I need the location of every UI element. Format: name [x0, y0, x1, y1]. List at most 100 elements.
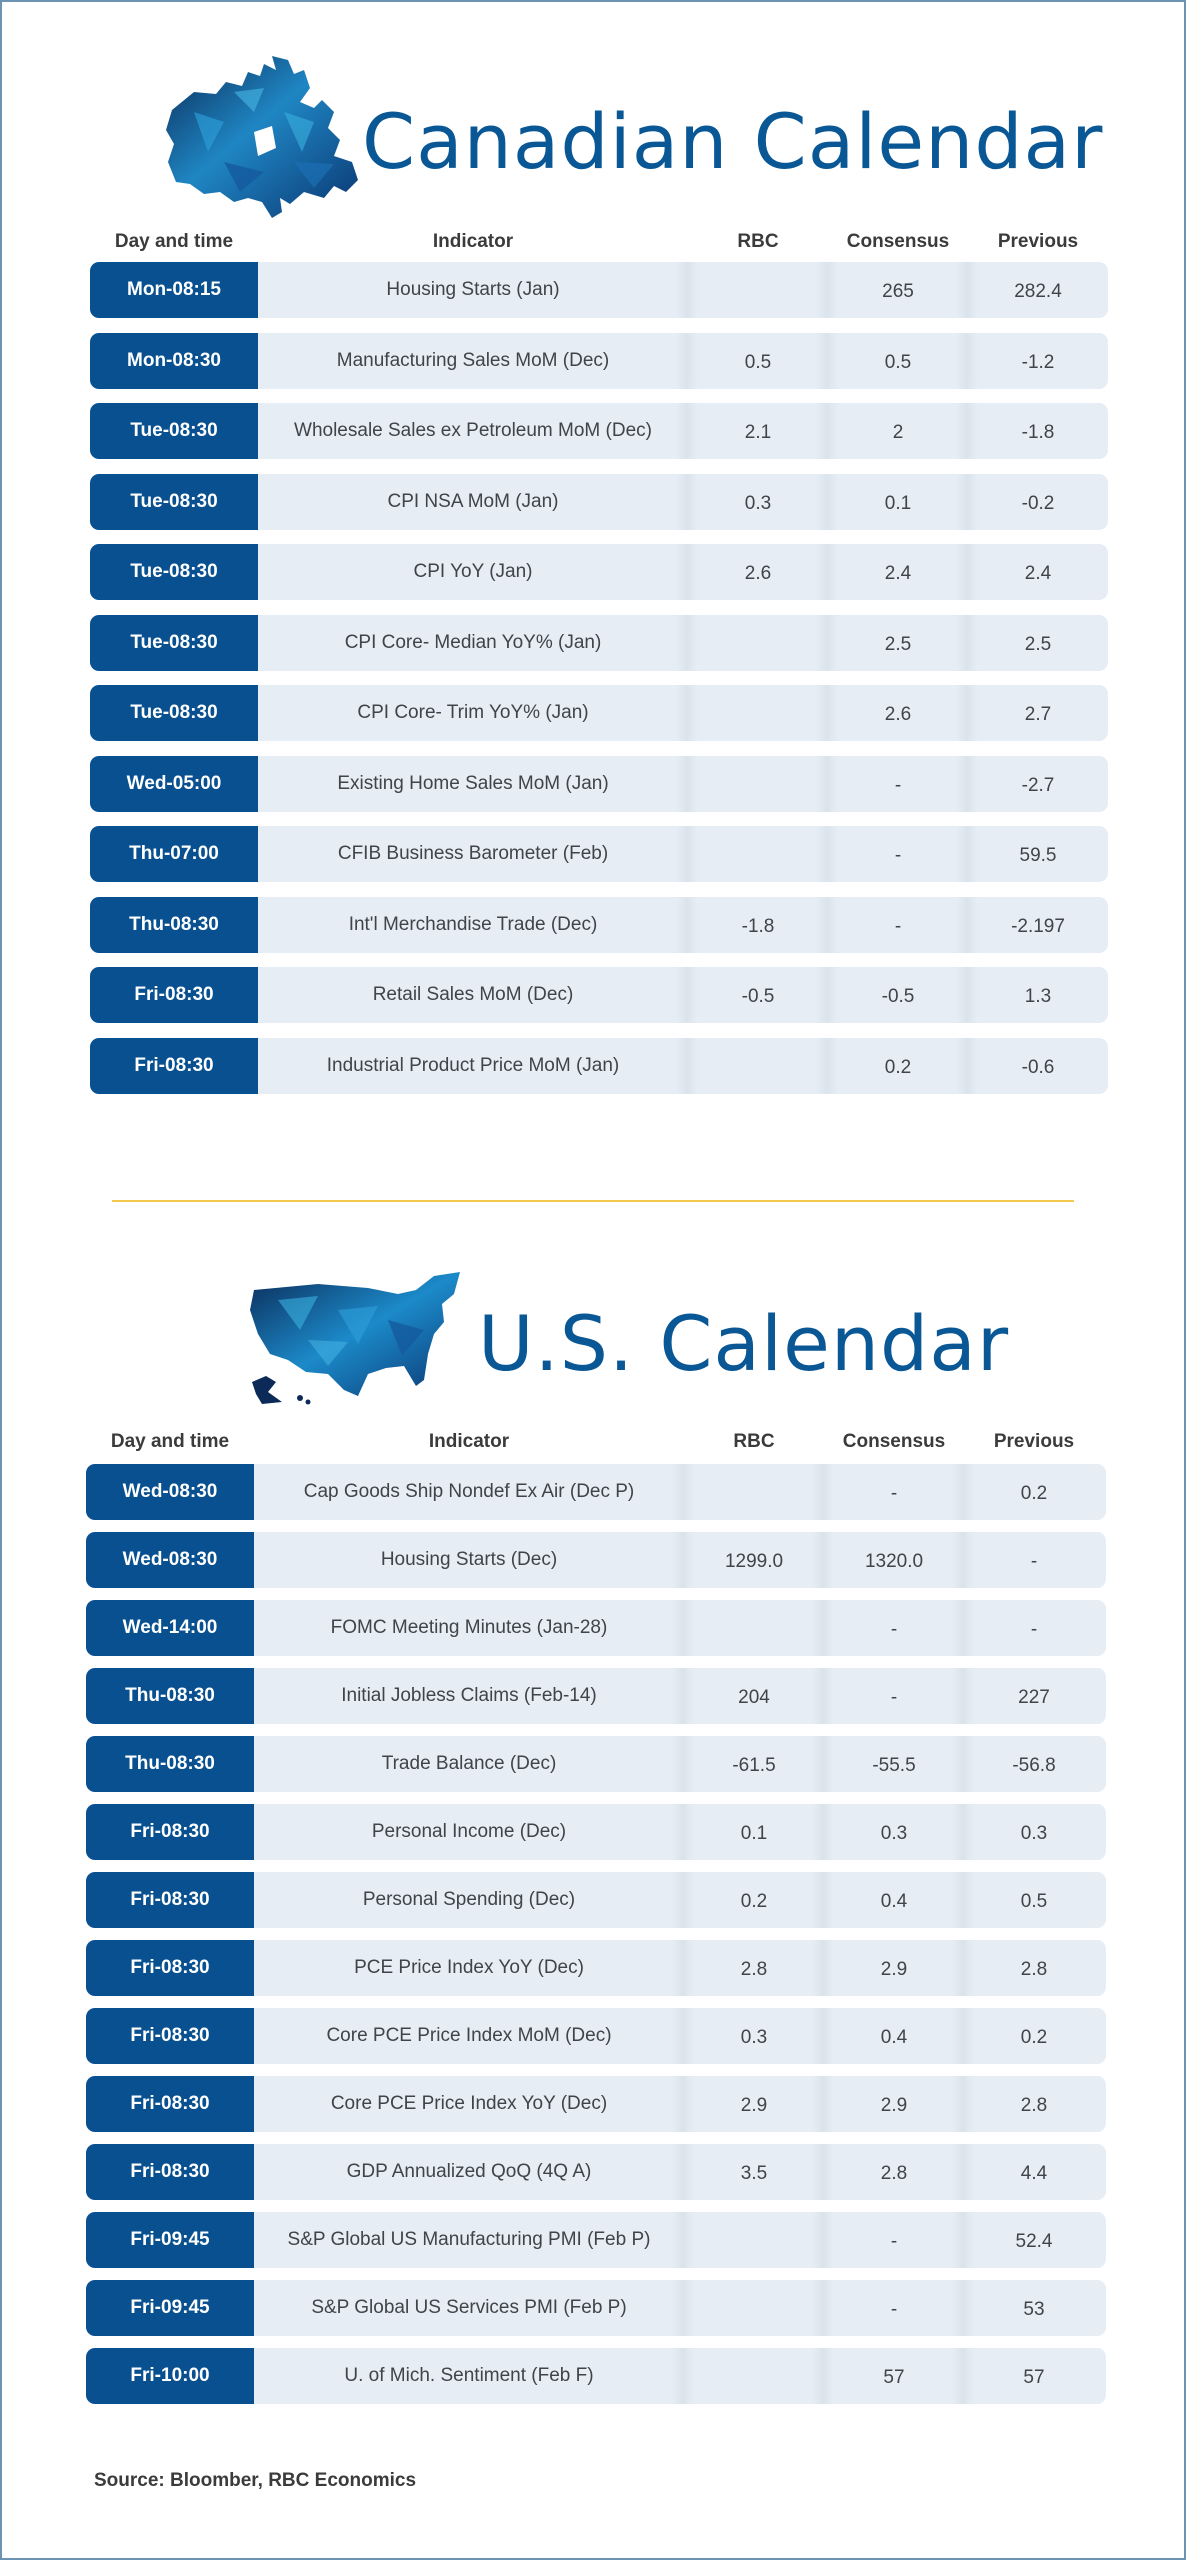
rbc-cell: [688, 826, 828, 882]
column-shade: [952, 2144, 974, 2200]
day-time-cell: Thu-07:00: [90, 826, 258, 882]
column-shade: [956, 826, 978, 882]
table-row: Thu-08:30 Int'l Merchandise Trade (Dec) -1…: [90, 896, 1108, 953]
rbc-cell: 0.3: [744, 492, 772, 514]
column-shade: [812, 1872, 834, 1928]
column-shade: [956, 403, 978, 459]
canada-title: Canadian Calendar: [362, 96, 1104, 186]
column-shade: [956, 332, 978, 389]
previous-cell: 57: [1023, 2367, 1045, 2388]
column-shade: [952, 1736, 974, 1792]
previous-cell: 2.8: [1020, 1959, 1048, 1980]
table-row: Mon-08:15 Housing Starts (Jan) 265 282.4: [90, 262, 1108, 318]
consensus-cell: -: [890, 1687, 898, 1708]
rbc-cell: [688, 1038, 828, 1094]
row-body: Personal Income (Dec) 0.1 0.3 0.3: [254, 1804, 1106, 1860]
rbc-cell: -0.5: [741, 986, 775, 1007]
row-body: CFIB Business Barometer (Feb) - 59.5: [258, 826, 1108, 882]
column-shade: [952, 1668, 974, 1724]
column-shade: [812, 1532, 834, 1588]
column-shade: [956, 896, 978, 953]
column-shade: [952, 2008, 974, 2064]
column-shade: [816, 755, 838, 812]
rbc-cell: 0.1: [740, 1823, 768, 1844]
column-shade: [672, 1600, 694, 1656]
rbc-cell: [688, 756, 828, 812]
column-shade: [672, 1668, 694, 1724]
previous-cell: -56.8: [1012, 1755, 1056, 1776]
row-body: PCE Price Index YoY (Dec) 2.8 2.9 2.8: [254, 1940, 1106, 1996]
row-body: CPI YoY (Jan) 2.6 2.4 2.4: [258, 544, 1108, 600]
day-time-cell: Wed-08:30: [86, 1532, 254, 1588]
previous-cell: 2.8: [1020, 2095, 1048, 2116]
day-time-cell: Wed-14:00: [86, 1600, 254, 1656]
consensus-cell: -: [890, 1483, 898, 1504]
indicator-cell: S&P Global US Manufacturing PMI (Feb P): [287, 2229, 651, 2250]
table-row: Thu-08:30 Initial Jobless Claims (Feb-14)…: [86, 1668, 1106, 1724]
row-body: FOMC Meeting Minutes (Jan-28) - -: [254, 1600, 1106, 1656]
indicator-cell: CPI NSA MoM (Jan): [387, 490, 559, 512]
row-body: Core PCE Price Index YoY (Dec) 2.9 2.9 2.8: [254, 2076, 1106, 2132]
rbc-cell: [688, 262, 828, 318]
indicator-cell: Retail Sales MoM (Dec): [372, 984, 574, 1005]
us-title-block: U.S. Calendar: [248, 1270, 1009, 1410]
column-shade: [816, 967, 838, 1023]
row-body: U. of Mich. Sentiment (Feb F) 57 57: [254, 2348, 1106, 2404]
table-row: Tue-08:30 CPI Core- Median YoY% (Jan) 2.5 2…: [90, 614, 1108, 671]
rbc-cell: 0.3: [740, 2027, 768, 2048]
day-time-cell: Tue-08:30: [90, 614, 258, 671]
previous-cell: 282.4: [1014, 281, 1062, 302]
column-shade: [956, 755, 978, 812]
column-shade: [812, 2348, 834, 2404]
column-shade: [952, 1804, 974, 1860]
column-shade: [952, 1464, 974, 1520]
rbc-cell: 204: [738, 1687, 770, 1708]
rbc-cell: [688, 615, 828, 671]
column-shade: [812, 2212, 834, 2268]
previous-cell: 2.7: [1024, 704, 1052, 725]
rbc-cell: [684, 1600, 824, 1656]
column-shade: [812, 1464, 834, 1520]
row-body: Industrial Product Price MoM (Jan) 0.2 -0.…: [258, 1037, 1108, 1094]
column-shade: [676, 544, 698, 600]
indicator-cell: Initial Jobless Claims (Feb-14): [341, 1685, 597, 1706]
header-indicator: Indicator: [432, 231, 514, 252]
header-consensus: Consensus: [842, 1431, 946, 1452]
day-time-cell: Mon-08:15: [90, 262, 258, 318]
table-header: Day and time Indicator RBC Consensus Pre…: [90, 224, 1108, 260]
indicator-cell: Wholesale Sales ex Petroleum MoM (Dec): [294, 420, 652, 441]
column-shade: [812, 1668, 834, 1724]
rbc-cell: [684, 2212, 824, 2268]
consensus-cell: 2.9: [880, 2095, 908, 2116]
day-time-cell: Fri-08:30: [86, 1872, 254, 1928]
column-shade: [676, 685, 698, 741]
day-time-cell: Thu-08:30: [90, 896, 258, 953]
table-row: Tue-08:30 CPI YoY (Jan) 2.6 2.4 2.4: [90, 544, 1108, 600]
consensus-cell: -: [894, 845, 902, 866]
previous-cell: -1.8: [1021, 422, 1055, 443]
column-shade: [812, 2144, 834, 2200]
rbc-cell: 2.6: [744, 563, 772, 584]
column-shade: [812, 1940, 834, 1996]
column-shade: [676, 614, 698, 671]
column-shade: [676, 967, 698, 1023]
column-shade: [676, 262, 698, 318]
row-body: CPI Core- Trim YoY% (Jan) 2.6 2.7: [258, 685, 1108, 741]
column-shade: [816, 403, 838, 459]
table-row: Mon-08:30 Manufacturing Sales MoM (Dec) 0.…: [90, 332, 1108, 389]
table-row: Fri-08:30 GDP Annualized QoQ (4Q A) 3.5 2.8…: [86, 2144, 1106, 2200]
indicator-cell: Core PCE Price Index MoM (Dec): [326, 2025, 612, 2046]
consensus-cell: 0.1: [884, 492, 912, 514]
consensus-cell: 2.6: [884, 704, 912, 725]
us-calendar-table: Day and time Indicator RBC Consensus Pre…: [86, 1424, 1106, 2404]
indicator-cell: PCE Price Index YoY (Dec): [354, 1957, 584, 1978]
indicator-cell: Industrial Product Price MoM (Jan): [326, 1054, 620, 1076]
row-body: GDP Annualized QoQ (4Q A) 3.5 2.8 4.4: [254, 2144, 1106, 2200]
rbc-cell: 3.5: [740, 2163, 768, 2184]
consensus-cell: 0.4: [880, 2027, 908, 2048]
indicator-cell: CPI Core- Trim YoY% (Jan): [357, 702, 589, 723]
header-previous: Previous: [997, 231, 1079, 252]
rbc-cell: 1299.0: [724, 1551, 784, 1572]
column-shade: [816, 332, 838, 389]
